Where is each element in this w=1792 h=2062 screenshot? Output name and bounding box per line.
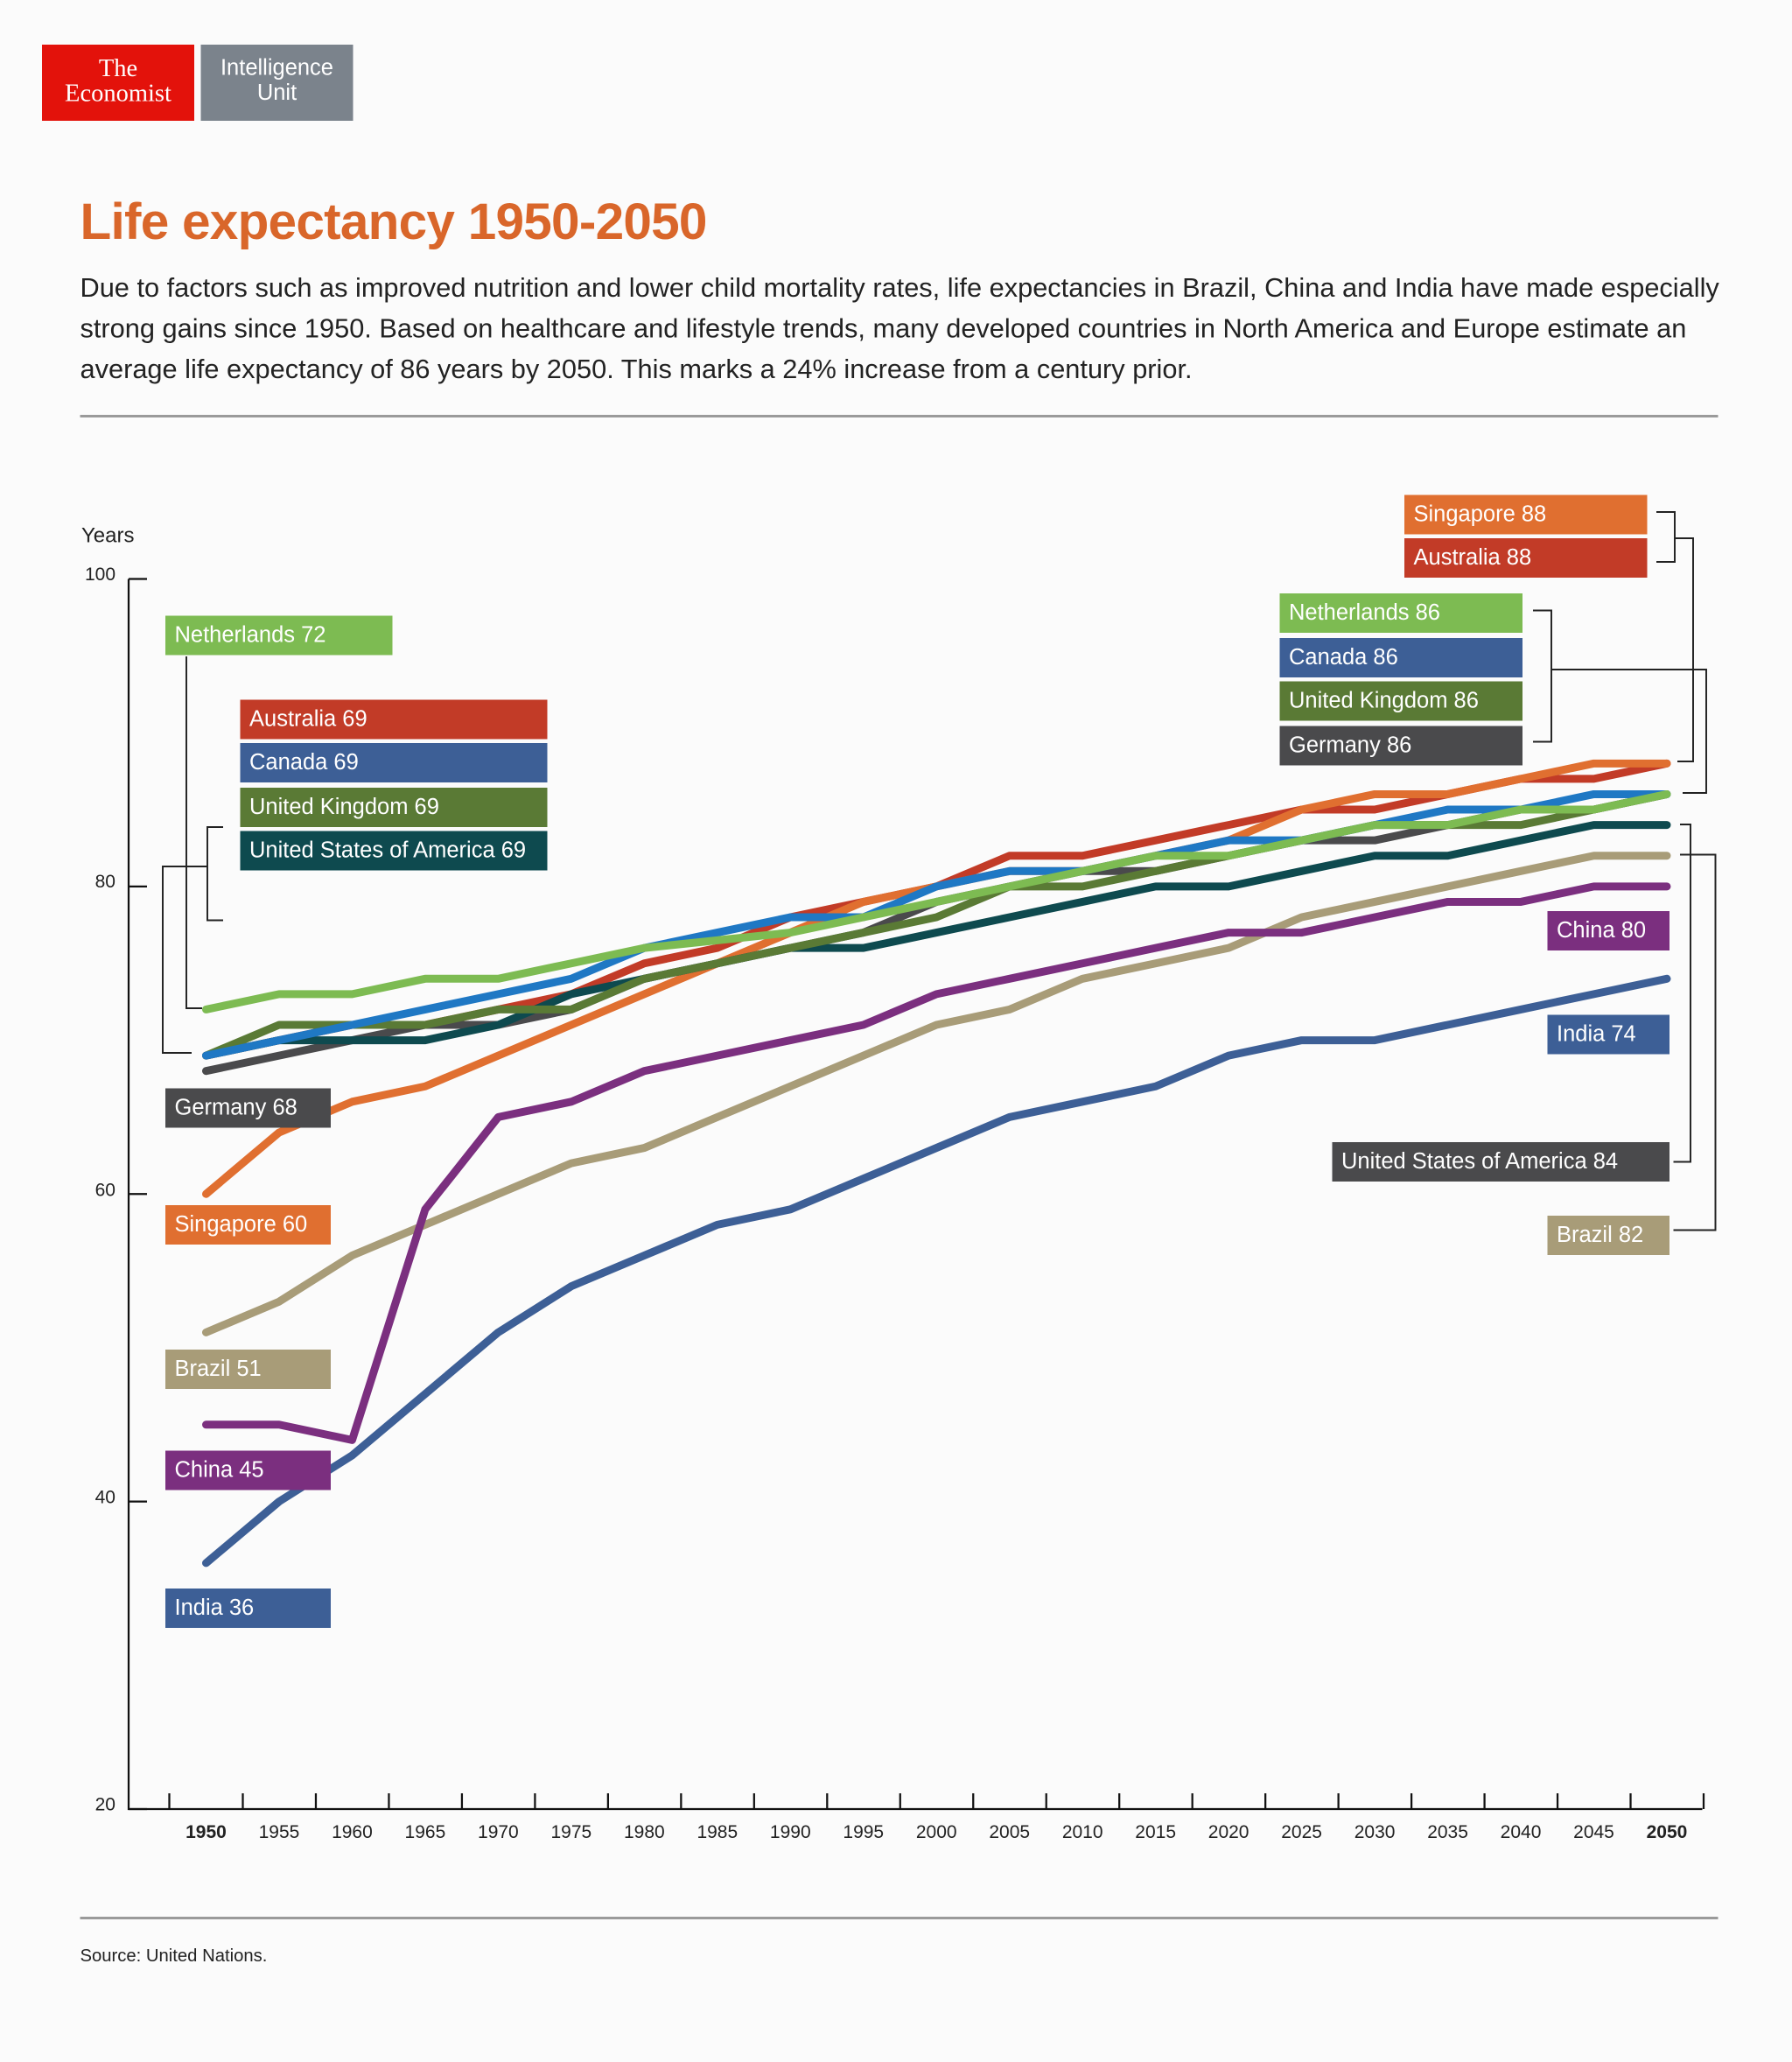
series-label-start: Netherlands 72 [165, 615, 393, 656]
x-tick-label: 1960 [332, 1820, 373, 1842]
x-tick-label: 2005 [989, 1820, 1031, 1842]
series-label-end: Singapore 88 [1404, 494, 1648, 535]
bracket-sg-au-end [1656, 511, 1694, 762]
series-line-canada [202, 789, 1671, 1060]
chart-description: Due to factors such as improved nutritio… [80, 273, 1719, 385]
series-label-end: United States of America 84 [1332, 1142, 1670, 1182]
economist-logo: The Economist [42, 45, 194, 121]
bracket-brazil-end [1673, 853, 1717, 1231]
source-note: Source: United Nations. [80, 1946, 268, 1966]
bottom-divider [80, 1917, 1718, 1919]
x-tick-label: 1980 [623, 1820, 665, 1842]
x-tick-label: 2050 [1646, 1820, 1688, 1842]
series-label-end: Germany 86 [1279, 726, 1522, 766]
logo-line2: Economist [65, 80, 172, 108]
x-tick-label: 2030 [1354, 1820, 1396, 1842]
logo-line1: The [98, 55, 138, 83]
bracket-group-end [1533, 609, 1707, 794]
top-divider [80, 415, 1718, 417]
x-tick-label: 2045 [1573, 1820, 1614, 1842]
series-label-start: India 36 [165, 1589, 331, 1628]
y-axis-label: Years [81, 525, 135, 548]
series-label-end: United Kingdom 86 [1279, 681, 1522, 721]
bracket-netherlands-start [186, 656, 202, 1009]
x-tick-label: 1965 [404, 1820, 446, 1842]
x-tick-label: 2035 [1427, 1820, 1468, 1842]
series-label-start: China 45 [165, 1450, 331, 1490]
series-label-end: Australia 88 [1404, 538, 1648, 578]
unit-line2: Unit [256, 80, 298, 106]
bracket-usa-end [1673, 824, 1691, 1163]
series-label-start: United Kingdom 69 [240, 788, 548, 827]
y-tick-label: 20 [94, 1793, 116, 1814]
y-tick-label: 80 [94, 870, 116, 892]
intelligence-unit-logo: Intelligence Unit [200, 45, 354, 121]
series-line-china [202, 882, 1671, 1444]
series-label-start: Australia 69 [240, 699, 548, 740]
x-tick-label: 2015 [1135, 1820, 1177, 1842]
x-tick-label: 1995 [843, 1820, 885, 1842]
series-label-end: Brazil 82 [1547, 1216, 1670, 1255]
x-tick-label: 1955 [258, 1820, 300, 1842]
bracket-group-start [162, 826, 223, 1054]
series-label-start: Brazil 51 [165, 1350, 331, 1389]
x-tick-label: 2020 [1208, 1820, 1250, 1842]
x-tick-label: 1970 [478, 1820, 519, 1842]
x-tick-label: 1950 [186, 1820, 227, 1842]
x-tick-label: 1985 [696, 1820, 738, 1842]
series-label-end: India 74 [1547, 1014, 1670, 1055]
series-label-start: Singapore 60 [165, 1205, 331, 1245]
series-line-netherlands [202, 789, 1671, 1013]
x-tick-label: 2025 [1281, 1820, 1322, 1842]
x-tick-label: 1990 [769, 1820, 811, 1842]
series-label-end: China 80 [1547, 911, 1670, 950]
series-label-end: Netherlands 86 [1279, 593, 1522, 633]
chart-title: Life expectancy 1950-2050 [80, 194, 708, 251]
series-line-india [202, 974, 1671, 1568]
series-label-start: United States of America 69 [240, 831, 548, 871]
x-tick-label: 1975 [550, 1820, 592, 1842]
series-label-start: Germany 68 [165, 1088, 331, 1128]
series-line-brazil [202, 852, 1671, 1336]
y-tick-label: 100 [84, 563, 116, 585]
x-tick-label: 2040 [1500, 1820, 1542, 1842]
unit-line1: Intelligence [220, 55, 333, 81]
x-tick-label: 2010 [1061, 1820, 1103, 1842]
y-tick-label: 60 [94, 1178, 116, 1200]
series-label-start: Canada 69 [240, 743, 548, 782]
series-line-united-states-of-america [202, 821, 1671, 1060]
x-tick-label: 2000 [915, 1820, 957, 1842]
y-tick-label: 40 [94, 1485, 116, 1507]
series-label-end: Canada 86 [1279, 638, 1522, 677]
